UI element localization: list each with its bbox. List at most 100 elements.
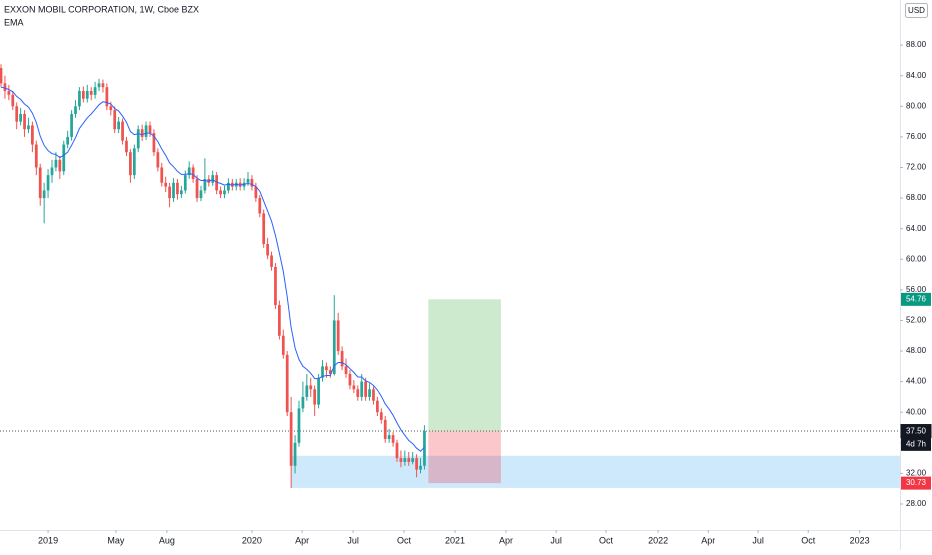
candle-body [172,182,175,199]
candle-body [34,144,38,168]
candle-body [31,125,34,145]
candle-body [58,159,62,172]
candle-body [266,243,269,256]
candle-body [278,305,281,336]
indicator-name: EMA [4,17,24,27]
candle-body [70,113,73,137]
candle-body [281,335,285,355]
target-label: 54.76 [906,294,927,303]
candle-body [356,389,360,397]
candle-body [395,442,399,459]
last-price-label-box [901,424,931,438]
candle-body [305,385,309,397]
candle-body [97,83,101,88]
candle-body [140,129,144,137]
y-tick-label: 68.00 [906,193,927,202]
chart-title: EXXON MOBIL CORPORATION, 1W, Cboe BZX [4,4,199,14]
countdown: 4d 7h [906,439,926,448]
y-tick-label: 28.00 [906,499,927,508]
candle-body [372,389,375,401]
candle-body [317,377,320,405]
candle-body [66,136,70,145]
candle-body [179,190,183,195]
candle-body [3,83,7,92]
candle-body [164,182,168,187]
candle-body [38,167,42,199]
y-tick-label: 40.00 [906,407,927,416]
candle-body [364,381,368,397]
candle-body [383,419,387,439]
candle-body [250,178,254,187]
x-tick-label: Oct [599,535,614,545]
x-tick-label: Jul [347,535,359,545]
x-tick-label: 2019 [38,535,58,545]
x-tick-label: 2023 [850,535,870,545]
candle-body [360,381,364,397]
x-tick-label: 2021 [445,535,465,545]
candle-body [109,106,113,111]
candle-body [223,190,226,195]
candle-body [46,175,50,191]
candle-body [74,106,77,114]
x-tick-label: 2020 [242,535,262,545]
y-tick-label: 84.00 [906,71,927,80]
candle-body [101,83,105,88]
candle-body [156,152,160,168]
candle-body [270,255,273,267]
y-tick-label: 56.00 [906,285,927,294]
candle-body [285,354,289,413]
candle-body [423,431,426,466]
candle-body [23,113,26,130]
candle-body [125,140,128,153]
y-tick-label: 80.00 [906,101,927,110]
y-tick-label: 32.00 [906,469,927,478]
candle-body [258,198,262,214]
candle-body [289,412,293,466]
x-tick-label: 2022 [648,535,668,545]
y-tick-label: 48.00 [906,346,927,355]
candle-body [411,458,415,462]
candle-body [293,442,297,466]
candle-body [195,178,199,199]
candle-body [54,159,58,168]
candle-body [144,125,148,137]
candle-body [191,167,195,179]
loss-zone [428,431,501,484]
y-tick-label: 88.00 [906,40,927,49]
candle-body [309,385,313,390]
candle-body [19,113,22,122]
y-tick-label: 44.00 [906,377,927,386]
candle-body [113,110,117,130]
x-tick-label: Apr [701,535,715,545]
stop-label-box [901,476,931,490]
y-tick-label: 52.00 [906,316,927,325]
candle-body [183,175,187,191]
currency-box[interactable] [905,3,928,18]
candle-body [187,167,191,176]
candle-body [152,133,156,153]
y-tick-label: 64.00 [906,224,927,233]
candle-body [368,389,371,397]
candle-body [50,167,54,176]
candle-body [89,91,93,95]
candle-body [391,435,395,443]
x-tick-label: Jul [550,535,562,545]
ema-line [0,86,425,452]
candle-body [176,182,179,195]
candle-body [340,351,344,367]
last-price-label: 37.50 [906,426,927,435]
candle-body [321,366,324,378]
candle-body [403,458,407,462]
candle-body [211,175,215,183]
x-tick-label: May [107,535,125,545]
candle-body [332,320,336,374]
candle-body [136,129,140,149]
y-tick-label: 76.00 [906,132,927,141]
candle-body [274,266,277,306]
currency: USD [908,6,925,15]
candle-body [376,400,379,413]
candle-body [62,144,66,172]
candle-body [387,435,391,439]
plot-area [0,64,901,488]
